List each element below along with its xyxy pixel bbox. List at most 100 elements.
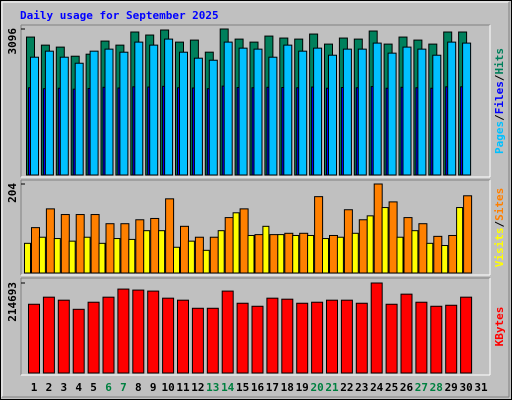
x-tick-label: 13 bbox=[206, 381, 219, 394]
bar bbox=[187, 240, 195, 274]
bar bbox=[120, 223, 130, 274]
bar bbox=[251, 305, 264, 374]
y-tick-label: 204 bbox=[6, 183, 19, 203]
bar bbox=[342, 48, 352, 176]
bar bbox=[445, 304, 458, 374]
bar bbox=[283, 44, 293, 176]
bar bbox=[266, 297, 279, 374]
bar bbox=[426, 242, 434, 274]
bar bbox=[221, 290, 234, 374]
bar bbox=[311, 301, 324, 374]
bar bbox=[402, 46, 412, 176]
bar bbox=[75, 214, 85, 274]
bar bbox=[400, 293, 413, 374]
x-tick-label: 19 bbox=[296, 381, 309, 394]
legend-separator: / bbox=[493, 74, 506, 81]
bar bbox=[128, 238, 136, 274]
bar bbox=[385, 303, 398, 374]
bar bbox=[448, 234, 458, 274]
bar bbox=[313, 47, 323, 176]
legend-separator: / bbox=[493, 221, 506, 228]
x-tick-label: 4 bbox=[75, 381, 82, 394]
bar bbox=[24, 242, 31, 274]
x-tick-label: 12 bbox=[191, 381, 204, 394]
x-tick-label: 14 bbox=[221, 381, 235, 394]
bar bbox=[329, 234, 338, 274]
bar bbox=[277, 234, 285, 274]
bar bbox=[358, 219, 368, 274]
bar bbox=[105, 223, 115, 274]
legend-entry: Pages bbox=[493, 121, 506, 154]
bar bbox=[194, 236, 204, 274]
bar bbox=[202, 249, 210, 274]
bar bbox=[417, 48, 427, 176]
x-tick-label: 16 bbox=[251, 381, 265, 394]
bar bbox=[68, 240, 76, 274]
legend-entry: Hits bbox=[493, 48, 506, 75]
x-tick-label: 11 bbox=[176, 381, 190, 394]
bar bbox=[418, 223, 428, 274]
bar bbox=[411, 230, 419, 274]
bar bbox=[328, 54, 337, 176]
bar bbox=[238, 47, 248, 176]
x-tick-label: 27 bbox=[415, 381, 428, 394]
bar bbox=[60, 214, 70, 274]
bar bbox=[432, 54, 442, 176]
bar bbox=[430, 305, 443, 374]
bar bbox=[179, 51, 188, 176]
bar bbox=[42, 296, 55, 374]
x-tick-label: 31 bbox=[474, 381, 488, 394]
bar bbox=[298, 50, 308, 176]
bar bbox=[90, 214, 100, 274]
x-tick-label: 10 bbox=[161, 381, 174, 394]
legend: Pages/Files/Hits bbox=[493, 48, 506, 154]
bar bbox=[299, 232, 309, 274]
bar bbox=[28, 303, 40, 374]
x-tick-label: 2 bbox=[46, 381, 53, 394]
bar bbox=[460, 296, 473, 374]
bar bbox=[387, 52, 397, 176]
x-tick-label: 28 bbox=[430, 381, 443, 394]
legend-entry: Sites bbox=[493, 188, 506, 221]
x-tick-label: 21 bbox=[325, 381, 339, 394]
bar bbox=[463, 195, 473, 274]
bar bbox=[45, 208, 55, 274]
bar bbox=[415, 301, 428, 374]
bar bbox=[44, 50, 54, 176]
x-tick-label: 23 bbox=[355, 381, 368, 394]
x-tick-label: 26 bbox=[400, 381, 414, 394]
legend: KBytes bbox=[493, 307, 506, 347]
bar bbox=[355, 302, 368, 374]
bar bbox=[441, 245, 449, 274]
bar bbox=[53, 238, 61, 274]
bar bbox=[381, 207, 389, 274]
x-tick-label: 15 bbox=[236, 381, 249, 394]
x-tick-label: 8 bbox=[135, 381, 142, 394]
x-tick-label: 30 bbox=[459, 381, 472, 394]
y-tick-label: 214693 bbox=[6, 282, 19, 322]
legend-entry: Visits bbox=[493, 228, 506, 268]
bar bbox=[403, 217, 413, 274]
bar bbox=[340, 299, 353, 374]
bar bbox=[173, 246, 180, 274]
bar bbox=[388, 201, 398, 274]
x-tick-label: 9 bbox=[150, 381, 157, 394]
bar bbox=[147, 290, 160, 374]
bar bbox=[59, 56, 69, 176]
bar bbox=[284, 232, 294, 274]
x-tick-label: 22 bbox=[340, 381, 353, 394]
bar bbox=[180, 225, 189, 274]
bar bbox=[74, 62, 84, 176]
bar bbox=[134, 41, 144, 176]
bar bbox=[98, 242, 106, 274]
bar bbox=[209, 236, 219, 274]
x-tick-label: 17 bbox=[266, 381, 279, 394]
x-tick-label: 24 bbox=[370, 381, 384, 394]
bar bbox=[357, 48, 367, 176]
bar bbox=[135, 219, 145, 274]
bar bbox=[462, 42, 472, 176]
bar bbox=[224, 217, 234, 274]
bar bbox=[193, 57, 203, 176]
